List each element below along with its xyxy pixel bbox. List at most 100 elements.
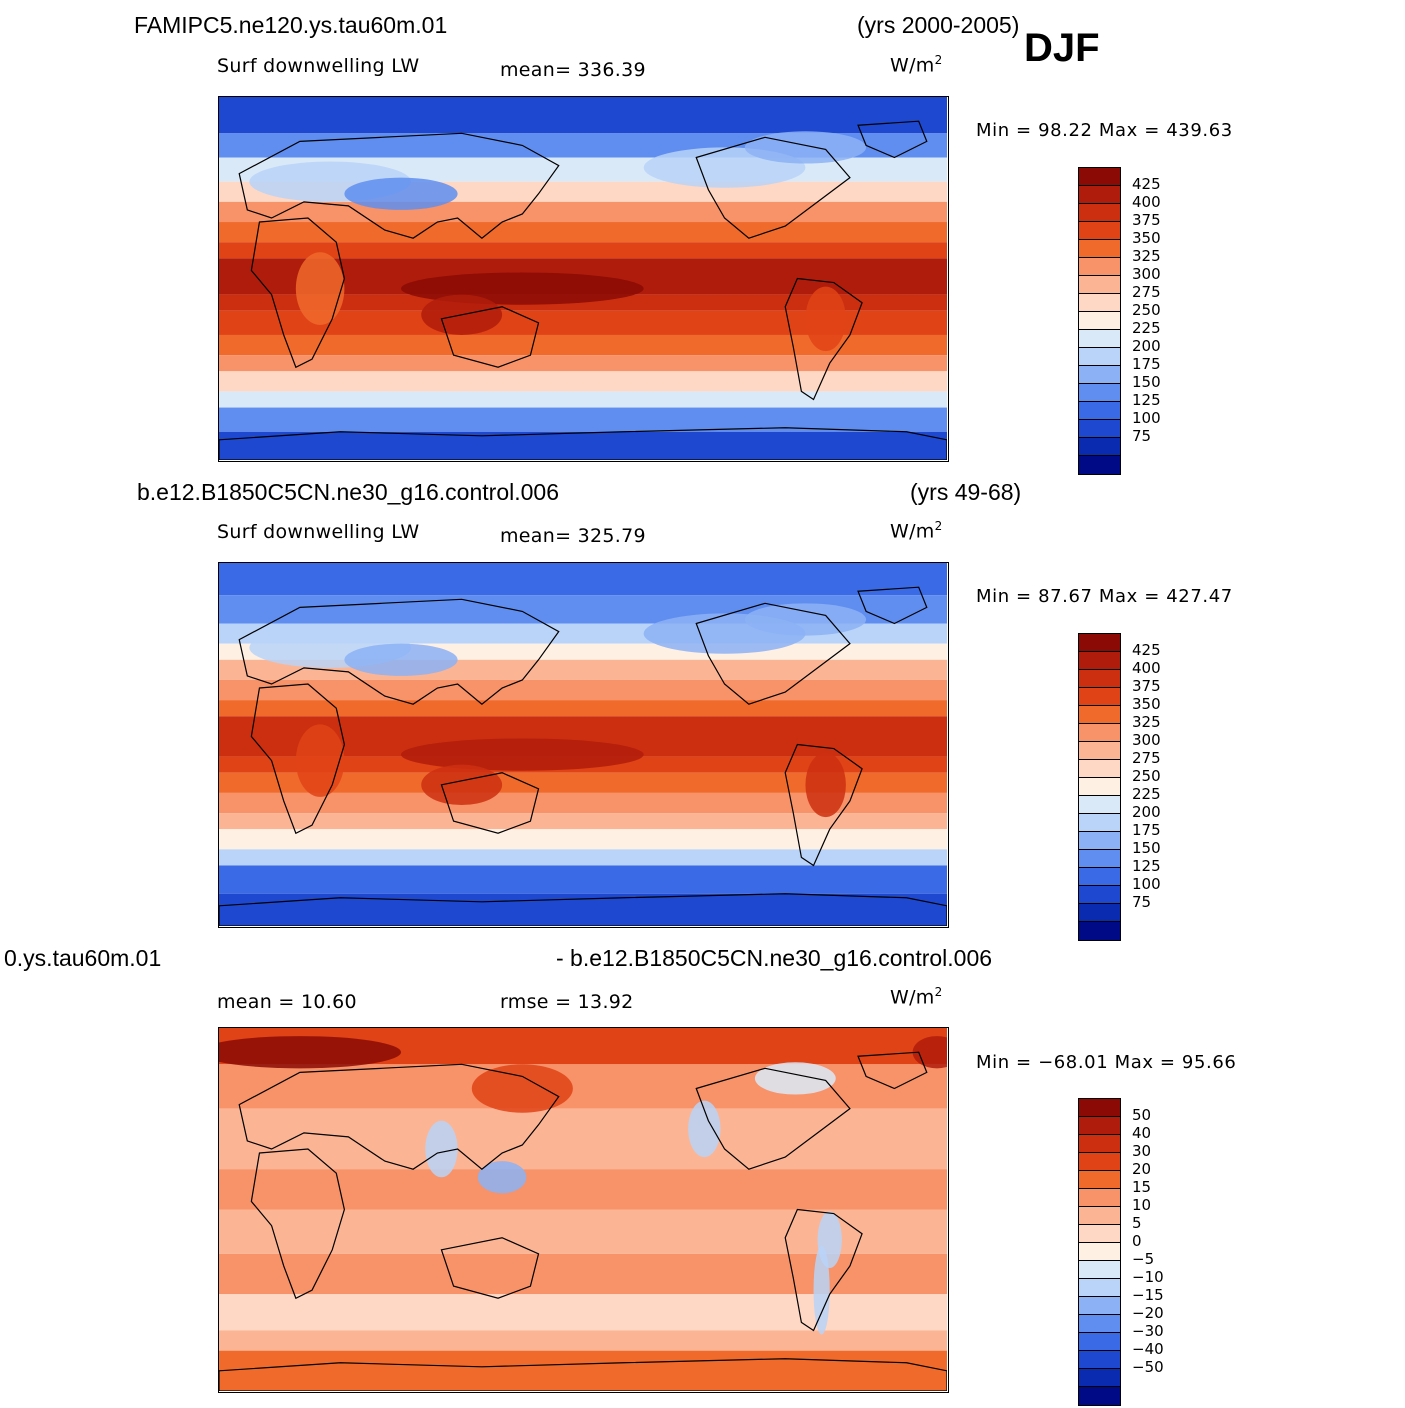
colorbar-label: 50 <box>1132 1106 1152 1124</box>
colorbar-swatch <box>1079 240 1120 258</box>
colorbar-label: −15 <box>1132 1286 1164 1304</box>
colorbar-label: 15 <box>1132 1178 1152 1196</box>
colorbar-swatch <box>1079 384 1120 402</box>
colorbar-label: 300 <box>1132 731 1161 749</box>
colorbar-label: 250 <box>1132 767 1161 785</box>
colorbar-label: −40 <box>1132 1340 1164 1358</box>
colorbar-label: 20 <box>1132 1160 1152 1178</box>
colorbar-label: 5 <box>1132 1214 1142 1232</box>
colorbar-label: 325 <box>1132 247 1161 265</box>
colorbar-swatch <box>1079 402 1120 420</box>
colorbar-swatch <box>1079 222 1120 240</box>
colorbar-swatch <box>1079 688 1120 706</box>
colorbar-swatch <box>1079 438 1120 456</box>
colorbar-swatch <box>1079 1099 1120 1117</box>
colorbar-swatch <box>1079 420 1120 438</box>
colorbar-swatch <box>1079 724 1120 742</box>
panel-bottom-years: - b.e12.B1850C5CN.ne30_g16.control.006 <box>556 945 993 971</box>
colorbar-label: 275 <box>1132 283 1161 301</box>
colorbar-swatch <box>1079 670 1120 688</box>
colorbar-label: 175 <box>1132 821 1161 839</box>
colorbar-label: 75 <box>1132 893 1152 911</box>
colorbar-swatch <box>1079 1153 1120 1171</box>
colorbar-swatch <box>1079 294 1120 312</box>
colorbar-label: 425 <box>1132 641 1161 659</box>
colorbar-swatch <box>1079 886 1120 904</box>
colorbar-swatch <box>1079 742 1120 760</box>
colorbar-swatch <box>1079 868 1120 886</box>
colorbar-label: 250 <box>1132 301 1161 319</box>
colorbar-swatch <box>1079 168 1120 186</box>
colorbar-label: 425 <box>1132 175 1161 193</box>
panel-top-map <box>218 96 949 462</box>
panel-bottom-units: W/m2 <box>890 985 943 1009</box>
colorbar-label: 125 <box>1132 391 1161 409</box>
colorbar-label: 0 <box>1132 1232 1142 1250</box>
colorbar-label: 150 <box>1132 839 1161 857</box>
colorbar-label: 200 <box>1132 337 1161 355</box>
colorbar-swatch <box>1079 1297 1120 1315</box>
colorbar-label: 350 <box>1132 229 1161 247</box>
panel-bottom-rmse: rmse = 13.92 <box>500 991 634 1013</box>
season-label: DJF <box>1024 26 1100 70</box>
colorbar-swatch <box>1079 312 1120 330</box>
panel-bottom-mean: mean = 10.60 <box>217 991 357 1013</box>
colorbar-swatch <box>1079 258 1120 276</box>
panel-top-min-max: Min = 98.22 Max = 439.63 <box>976 120 1233 141</box>
panel-top-mean: mean= 336.39 <box>500 59 646 81</box>
panel-middle-map <box>218 562 949 928</box>
colorbar-swatch <box>1079 814 1120 832</box>
colorbar-label: 75 <box>1132 427 1152 445</box>
colorbar-label: 375 <box>1132 211 1161 229</box>
colorbar-swatch <box>1079 832 1120 850</box>
colorbar-swatch <box>1079 706 1120 724</box>
colorbar-swatch <box>1079 276 1120 294</box>
panel-middle-variable: Surf downwelling LW <box>217 521 420 543</box>
colorbar-label: 375 <box>1132 677 1161 695</box>
colorbar-label: 300 <box>1132 265 1161 283</box>
colorbar-swatch <box>1079 1387 1120 1405</box>
colorbar-swatch <box>1079 1369 1120 1387</box>
colorbar-swatch <box>1079 904 1120 922</box>
colorbar-label: 125 <box>1132 857 1161 875</box>
colorbar-label: 150 <box>1132 373 1161 391</box>
colorbar-swatch <box>1079 1315 1120 1333</box>
panel-top-colorbar <box>1078 167 1121 475</box>
colorbar-swatch <box>1079 1351 1120 1369</box>
colorbar-swatch <box>1079 330 1120 348</box>
colorbar-swatch <box>1079 634 1120 652</box>
colorbar-label: 40 <box>1132 1124 1152 1142</box>
panel-middle-years: (yrs 49-68) <box>910 479 1022 505</box>
colorbar-swatch <box>1079 1261 1120 1279</box>
colorbar-label: 175 <box>1132 355 1161 373</box>
panel-middle-units: W/m2 <box>890 519 943 543</box>
colorbar-swatch <box>1079 1279 1120 1297</box>
colorbar-swatch <box>1079 850 1120 868</box>
colorbar-label: 200 <box>1132 803 1161 821</box>
panel-top-variable: Surf downwelling LW <box>217 55 420 77</box>
panel-middle-min-max: Min = 87.67 Max = 427.47 <box>976 586 1233 607</box>
colorbar-swatch <box>1079 366 1120 384</box>
colorbar-swatch <box>1079 186 1120 204</box>
colorbar-swatch <box>1079 204 1120 222</box>
panel-top-units: W/m2 <box>890 53 943 77</box>
colorbar-swatch <box>1079 456 1120 474</box>
colorbar-label: −50 <box>1132 1358 1164 1376</box>
colorbar-label: 225 <box>1132 319 1161 337</box>
panel-middle-mean: mean= 325.79 <box>500 525 646 547</box>
colorbar-swatch <box>1079 778 1120 796</box>
panel-bottom-case-name: 0.ys.tau60m.01 <box>4 945 162 971</box>
colorbar-swatch <box>1079 760 1120 778</box>
panel-top-case-name: FAMIPC5.ne120.ys.tau60m.01 <box>134 12 448 38</box>
colorbar-label: 10 <box>1132 1196 1152 1214</box>
panel-top-years: (yrs 2000-2005) <box>857 12 1020 38</box>
colorbar-label: −30 <box>1132 1322 1164 1340</box>
colorbar-label: 400 <box>1132 193 1161 211</box>
colorbar-swatch <box>1079 1117 1120 1135</box>
colorbar-label: 325 <box>1132 713 1161 731</box>
colorbar-label: 100 <box>1132 409 1161 427</box>
colorbar-label: −20 <box>1132 1304 1164 1322</box>
panel-bottom-map <box>218 1027 949 1393</box>
colorbar-swatch <box>1079 922 1120 940</box>
colorbar-label: 400 <box>1132 659 1161 677</box>
